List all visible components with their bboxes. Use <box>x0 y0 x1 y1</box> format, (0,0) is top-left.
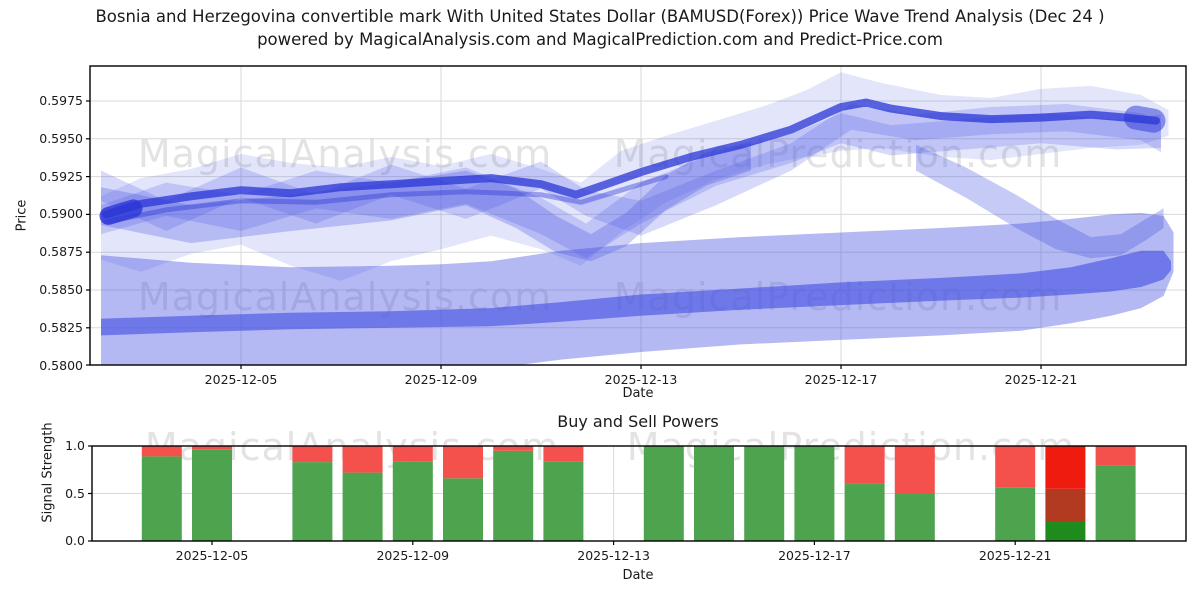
axes-spines <box>86 65 1187 545</box>
price-tick-label: 0.5850 <box>39 282 83 297</box>
date-tick-label: 2025-12-17 <box>778 548 851 563</box>
signal-tick-label: 0.5 <box>65 485 85 501</box>
right-descending-band <box>916 144 1164 259</box>
date-tick-label: 2025-12-09 <box>404 372 478 387</box>
bar-segment-sell <box>894 446 935 494</box>
price-axis-label: Price <box>14 199 30 232</box>
signal-tick-label: 1.0 <box>65 438 85 453</box>
price-tick-label: 0.5825 <box>39 319 83 335</box>
bar-segment-sell <box>192 446 232 450</box>
date-tick-label: 2025-12-21 <box>1004 372 1078 387</box>
bar-segment-buy <box>292 462 333 541</box>
bar-segment-buy <box>744 446 785 541</box>
date-tick-label: 2025-12-21 <box>978 548 1052 563</box>
bar-segment-buy <box>192 449 232 541</box>
bar-segment-sell <box>292 446 333 463</box>
price-wave-bands <box>99 72 1174 365</box>
bar-segment-overlap <box>1045 488 1086 522</box>
bar-segment-buy <box>995 487 1036 541</box>
bar-segment-sell <box>493 446 534 451</box>
watermark-analysis: MagicalAnalysis.com <box>137 132 553 176</box>
signal-strength-axis-label: Signal Strength <box>40 422 56 523</box>
lower-forecast-core <box>101 250 1171 336</box>
price-tick-label: 0.5950 <box>39 130 83 146</box>
bar-segment-buy <box>643 446 684 541</box>
signal-tick-label: 0.0 <box>65 533 85 548</box>
right-cap <box>1124 105 1166 133</box>
page-title-line2: powered by MagicalAnalysis.com and Magic… <box>257 30 943 49</box>
wave-b <box>101 104 1161 236</box>
bar-segment-buy <box>694 446 734 541</box>
bar-segment-sell <box>995 446 1036 488</box>
bar-segment-sell <box>141 446 182 457</box>
bar-segment-buy <box>894 493 935 541</box>
price-tick-label: 0.5900 <box>39 206 83 222</box>
date-axis-label-bottom: Date <box>622 568 654 583</box>
buy-sell-bars <box>141 446 1136 541</box>
bar-segment-buy <box>392 461 433 541</box>
bar-segment-sell <box>543 446 584 462</box>
bar-segment-sell <box>392 446 433 462</box>
date-tick-label: 2025-12-13 <box>577 548 650 563</box>
bar-segment-buy_strong <box>1045 521 1086 541</box>
bar-segment-buy <box>443 478 483 541</box>
page-title-line1: Bosnia and Herzegovina convertible mark … <box>95 7 1105 26</box>
date-axis-label-top: Date <box>622 386 654 401</box>
date-tick-label: 2025-12-13 <box>604 372 678 387</box>
bar-segment-sell <box>844 446 885 484</box>
date-tick-label: 2025-12-09 <box>376 548 450 563</box>
wave-a <box>101 113 1161 259</box>
secondary-thread <box>103 174 669 225</box>
bar-segment-buy <box>794 446 835 541</box>
bar-segment-buy <box>493 450 534 541</box>
date-tick-label: 2025-12-05 <box>175 548 249 563</box>
price-tick-label: 0.5875 <box>39 244 83 260</box>
left-knot <box>99 199 143 225</box>
bar-chart-title: Buy and Sell Powers <box>557 412 719 431</box>
bar-segment-buy <box>342 472 383 541</box>
bar-segment-sell_strong <box>1045 446 1086 489</box>
bar-segment-buy <box>844 483 885 541</box>
bar-segment-sell <box>342 446 383 473</box>
date-tick-label: 2025-12-05 <box>204 372 278 387</box>
date-tick-label: 2025-12-17 <box>804 372 878 387</box>
main-trend-line <box>102 98 1160 219</box>
bar-segment-buy <box>543 461 584 541</box>
bar-segment-sell <box>443 446 483 479</box>
price-tick-label: 0.5925 <box>39 168 83 184</box>
bar-segment-buy <box>1095 465 1136 541</box>
dip-band <box>101 141 751 262</box>
bar-segment-sell <box>1095 446 1136 466</box>
price-tick-label: 0.5800 <box>39 357 83 373</box>
bar-segment-buy <box>141 456 182 541</box>
price-tick-label: 0.5975 <box>39 93 83 108</box>
